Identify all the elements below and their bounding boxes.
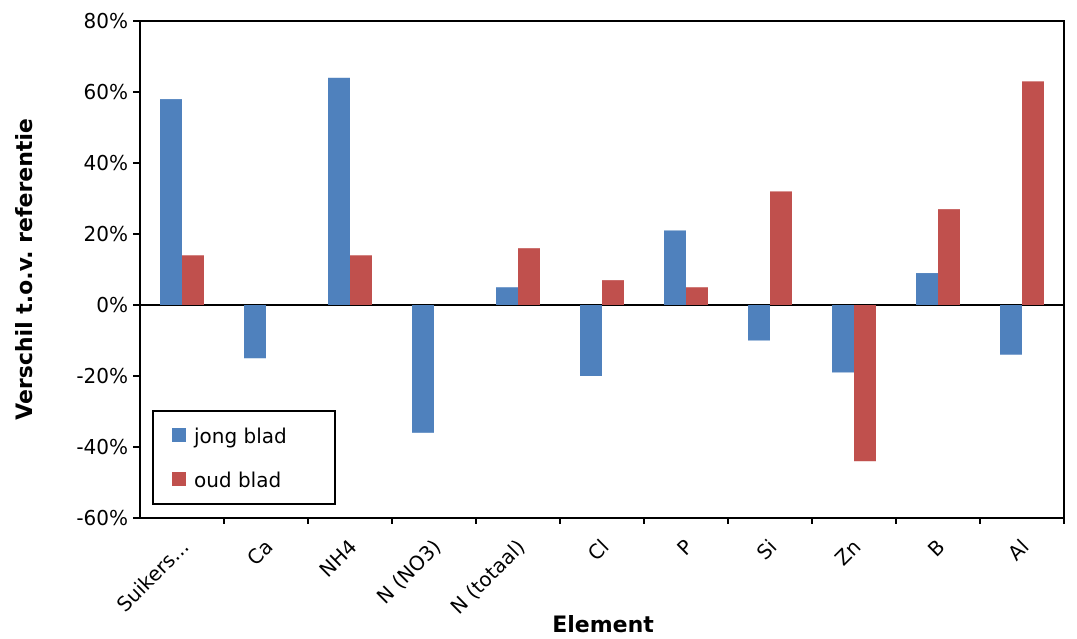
bar-jong-blad [748, 305, 770, 341]
x-tick-label: N (totaal) [445, 535, 529, 619]
x-tick-label: Suikers... [112, 535, 194, 617]
bar-jong-blad [160, 99, 182, 305]
legend-swatch-jong-blad [172, 428, 186, 442]
bar-oud-blad [350, 255, 372, 305]
bar-oud-blad [602, 280, 624, 305]
bar-jong-blad [496, 287, 518, 305]
bars [160, 77, 1044, 462]
x-axis-title: Element [552, 613, 654, 638]
y-tick-label: 40% [84, 151, 128, 175]
legend-box [152, 410, 336, 505]
x-tick-label: Al [1003, 535, 1034, 566]
x-tick-label: NH4 [314, 535, 361, 582]
bar-oud-blad [938, 209, 960, 305]
y-tick-label: 20% [84, 222, 128, 246]
x-tick-label: Cl [583, 535, 614, 566]
bar-jong-blad [832, 305, 854, 373]
y-tick-label: 0% [96, 293, 128, 317]
bar-oud-blad [1022, 81, 1044, 305]
x-tick-label: Ca [242, 535, 278, 571]
plot-area [139, 20, 1065, 519]
bar-oud-blad [686, 287, 708, 305]
y-tick-label: -60% [76, 506, 128, 530]
y-axis-ticks: 80% 60% 40% 20% 0% -20% -40% -60% [76, 9, 140, 530]
bar-jong-blad [328, 77, 350, 305]
x-tick-label: Zn [830, 535, 866, 571]
bar-jong-blad [580, 305, 602, 376]
x-axis-labels: Suikers... Ca NH4 N (NO3) N (totaal) Cl P Si Zn B… [112, 518, 1065, 619]
x-tick-label: Si [752, 535, 782, 565]
y-axis-title: Verschil t.o.v. referentie [13, 118, 38, 420]
bar-oud-blad [518, 248, 540, 305]
bar-jong-blad [664, 230, 686, 305]
bar-oud-blad [854, 305, 876, 462]
legend-label-oud-blad: oud blad [194, 468, 281, 492]
legend: jong blad oud blad [152, 410, 336, 505]
y-tick-label: -20% [76, 364, 128, 388]
bar-jong-blad [1000, 305, 1022, 355]
bar-jong-blad [244, 305, 266, 359]
bar-jong-blad [916, 273, 938, 305]
bar-jong-blad [412, 305, 434, 433]
x-tick-label: P [672, 535, 698, 561]
legend-swatch-oud-blad [172, 472, 186, 486]
bar-oud-blad [182, 255, 204, 305]
legend-label-jong-blad: jong blad [193, 424, 287, 448]
x-tick-label: B [923, 535, 950, 562]
bar-oud-blad [770, 191, 792, 305]
y-tick-label: 80% [84, 9, 128, 33]
y-tick-label: -40% [76, 435, 128, 459]
x-tick-label: N (NO3) [372, 535, 446, 609]
y-tick-label: 60% [84, 80, 128, 104]
